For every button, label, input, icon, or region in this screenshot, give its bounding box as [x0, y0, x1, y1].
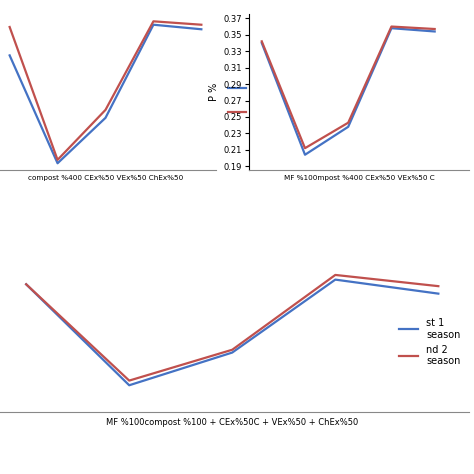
- Legend: st 1
season, nd 2
season: st 1 season, nd 2 season: [395, 314, 465, 370]
- X-axis label: MF %100mpost %400 CEx%50 VEx%50 C: MF %100mpost %400 CEx%50 VEx%50 C: [283, 174, 434, 181]
- Legend: st 1
season, nd 2
season: st 1 season, nd 2 season: [224, 75, 288, 125]
- Y-axis label: P %: P %: [209, 83, 219, 101]
- X-axis label: compost %400 CEx%50 VEx%50 ChEx%50: compost %400 CEx%50 VEx%50 ChEx%50: [28, 174, 183, 181]
- X-axis label: MF %100compost %100 + CEx%50C + VEx%50 + ChEx%50: MF %100compost %100 + CEx%50C + VEx%50 +…: [106, 418, 358, 427]
